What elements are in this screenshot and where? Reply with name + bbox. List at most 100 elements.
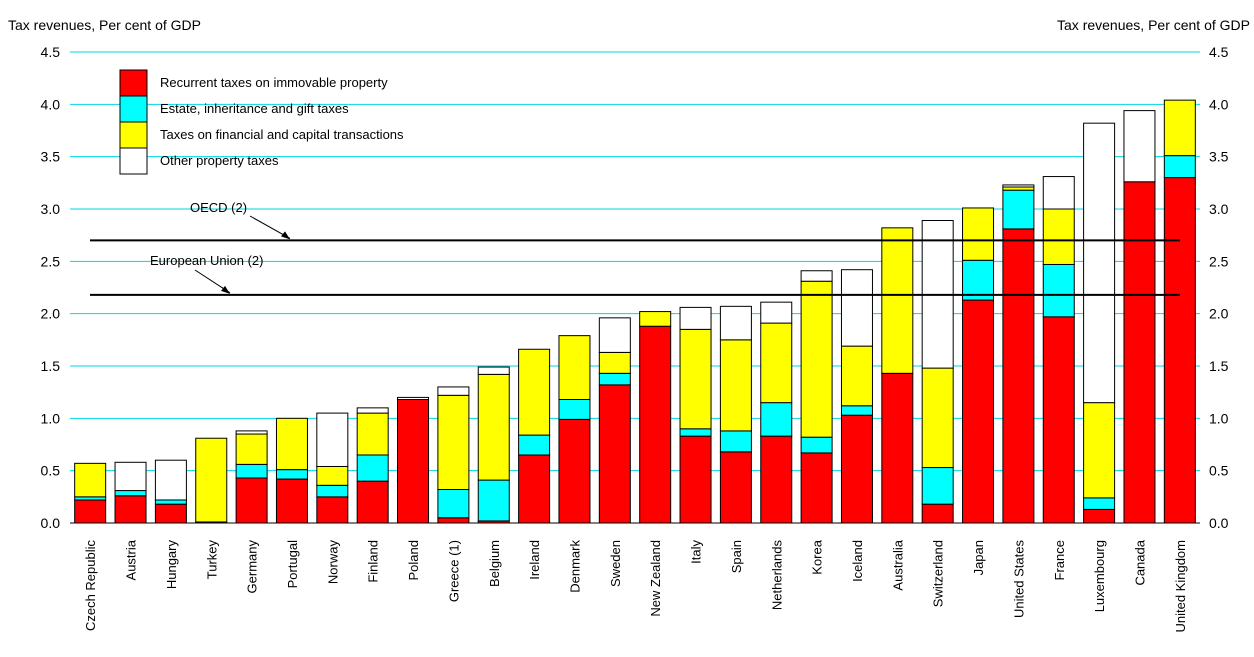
bar-segment bbox=[235, 477, 268, 524]
bar-segment bbox=[1083, 402, 1116, 499]
bar-segment bbox=[1163, 155, 1196, 179]
y-tick-label-right: 3.0 bbox=[1209, 201, 1229, 217]
bar-segment bbox=[1002, 184, 1035, 188]
y-tick-label-left: 2.5 bbox=[41, 253, 61, 269]
x-tick-label: France bbox=[1052, 540, 1067, 580]
bar-segment bbox=[800, 436, 833, 454]
x-tick-label: United Kingdom bbox=[1173, 540, 1188, 633]
x-tick-label: Iceland bbox=[850, 540, 865, 582]
bar-segment bbox=[74, 462, 107, 498]
bar-segment bbox=[316, 412, 349, 467]
y-tick-label-left: 4.0 bbox=[41, 96, 61, 112]
x-tick-label: Hungary bbox=[164, 540, 179, 590]
bar-segment bbox=[881, 372, 914, 524]
bar-segment bbox=[1163, 99, 1196, 157]
bar-segment bbox=[760, 435, 793, 524]
bar-segment bbox=[195, 437, 228, 523]
bar-segment bbox=[1042, 208, 1075, 265]
bar-segment bbox=[598, 317, 631, 353]
bar-segment bbox=[679, 435, 712, 524]
y-tick-label-right: 2.0 bbox=[1209, 306, 1229, 322]
bar-segment bbox=[356, 412, 389, 456]
x-tick-label: Norway bbox=[325, 540, 340, 585]
bar-segment bbox=[437, 394, 470, 491]
bar-segment bbox=[518, 454, 551, 524]
x-tick-label: Australia bbox=[890, 539, 905, 590]
bar-segment bbox=[719, 451, 752, 524]
bar-segment bbox=[1002, 228, 1035, 524]
x-tick-label: Finland bbox=[366, 540, 381, 583]
y-tick-label-left: 4.5 bbox=[41, 44, 61, 60]
bar-segment bbox=[921, 467, 954, 505]
bar-segment bbox=[114, 495, 147, 524]
legend-swatch bbox=[119, 121, 148, 149]
bar-segment bbox=[477, 373, 510, 481]
bar-segment bbox=[437, 386, 470, 396]
y-tick-label-left: 1.0 bbox=[41, 410, 61, 426]
bar-segment bbox=[477, 366, 510, 375]
bar-segment bbox=[719, 339, 752, 432]
bar-segment bbox=[235, 430, 268, 435]
bar-segment bbox=[840, 414, 873, 524]
bar-segment bbox=[840, 405, 873, 416]
x-tick-label: Belgium bbox=[487, 540, 502, 587]
reference-arrowhead bbox=[281, 231, 290, 240]
bar-segment bbox=[154, 459, 187, 501]
bar-segment bbox=[840, 269, 873, 347]
bar-segment bbox=[719, 430, 752, 453]
bar-segment bbox=[962, 299, 995, 524]
bar-segment bbox=[316, 484, 349, 498]
bar-segment bbox=[800, 270, 833, 282]
legend-label: Other property taxes bbox=[160, 153, 279, 168]
y-tick-label-right: 4.0 bbox=[1209, 96, 1229, 112]
bar-segment bbox=[921, 503, 954, 524]
reference-arrowhead bbox=[221, 285, 230, 294]
bar-segment bbox=[154, 503, 187, 524]
x-tick-label: Czech Republic bbox=[83, 540, 98, 632]
bar-segment bbox=[1042, 263, 1075, 318]
bar-segment bbox=[356, 454, 389, 482]
bar-segment bbox=[1042, 316, 1075, 524]
bar-segment bbox=[679, 306, 712, 330]
bar-segment bbox=[760, 301, 793, 324]
bar-segment bbox=[760, 402, 793, 437]
bar-segment bbox=[679, 328, 712, 430]
bar-segment bbox=[316, 496, 349, 524]
bar-segment bbox=[518, 434, 551, 456]
bar-segment bbox=[760, 322, 793, 404]
bar-segment bbox=[275, 469, 308, 480]
legend-swatch bbox=[119, 147, 148, 175]
x-tick-label: Spain bbox=[729, 540, 744, 573]
y-tick-label-right: 4.5 bbox=[1209, 44, 1229, 60]
bar-segment bbox=[518, 348, 551, 436]
bar-segment bbox=[598, 384, 631, 524]
y-tick-label-right: 1.5 bbox=[1209, 358, 1229, 374]
bar-segment bbox=[397, 396, 430, 400]
legend-swatch bbox=[119, 69, 148, 97]
bar-segment bbox=[275, 478, 308, 524]
bar-segment bbox=[1042, 176, 1075, 210]
bar-segment bbox=[356, 480, 389, 524]
bar-segment bbox=[114, 461, 147, 492]
x-tick-label: United States bbox=[1011, 540, 1026, 619]
bar-segment bbox=[1163, 177, 1196, 524]
y-tick-label-right: 2.5 bbox=[1209, 253, 1229, 269]
legend-label: Taxes on financial and capital transacti… bbox=[160, 127, 404, 142]
y-tick-label-right: 0.5 bbox=[1209, 463, 1229, 479]
bar-segment bbox=[356, 407, 389, 414]
y-tick-label-right: 0.0 bbox=[1209, 515, 1229, 531]
y-tick-label-right: 1.0 bbox=[1209, 410, 1229, 426]
y-axis-title-left: Tax revenues, Per cent of GDP bbox=[8, 17, 201, 33]
bar-segment bbox=[679, 428, 712, 437]
legend-label: Estate, inheritance and gift taxes bbox=[160, 101, 349, 116]
reference-line-label: OECD (2) bbox=[190, 200, 247, 215]
x-tick-label: Ireland bbox=[527, 540, 542, 580]
x-tick-label: Germany bbox=[245, 540, 260, 594]
legend-label: Recurrent taxes on immovable property bbox=[160, 75, 388, 90]
bar-segment bbox=[1083, 497, 1116, 510]
bar-segment bbox=[800, 280, 833, 438]
bar-segment bbox=[558, 418, 591, 524]
y-tick-label-left: 2.0 bbox=[41, 306, 61, 322]
bar-segment bbox=[1083, 508, 1116, 524]
